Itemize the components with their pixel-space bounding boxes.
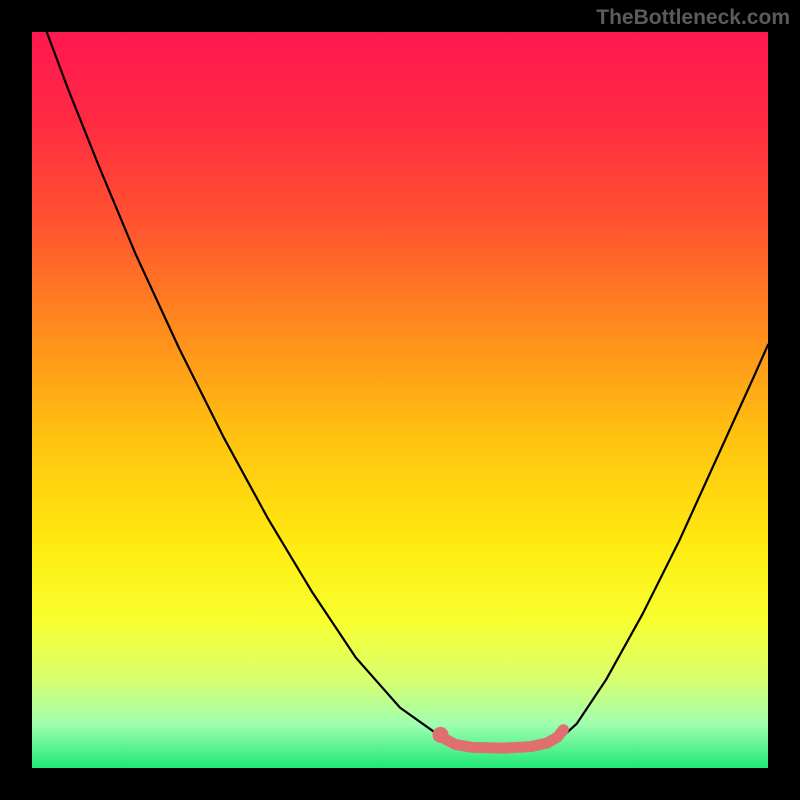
chart-canvas: TheBottleneck.com — [0, 0, 800, 800]
plot-background — [32, 32, 768, 768]
watermark-text: TheBottleneck.com — [596, 6, 790, 30]
marker-dot — [432, 727, 448, 743]
bottleneck-chart — [0, 0, 800, 800]
